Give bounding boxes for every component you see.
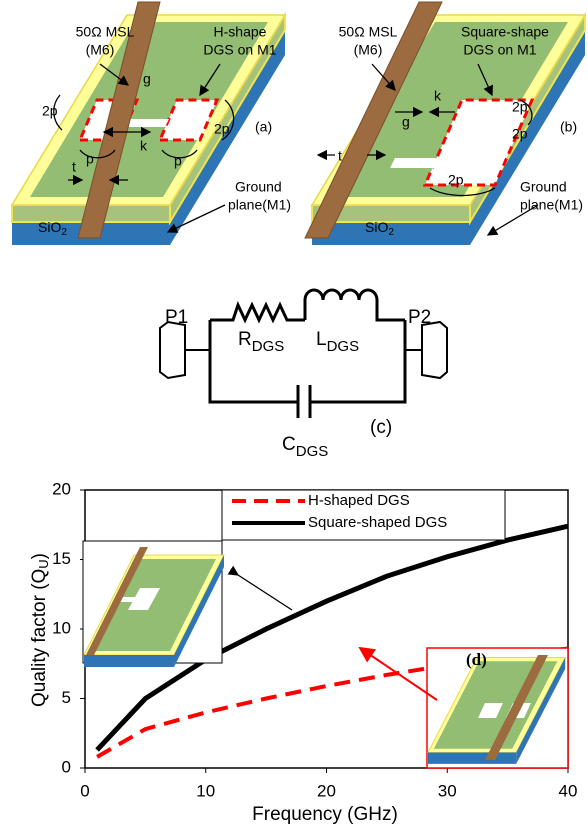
msl-label: 50Ω MSL: [339, 24, 398, 40]
circuit: [160, 290, 447, 418]
y-tick-label: 10: [52, 618, 71, 637]
two-p-label: 2p: [512, 126, 528, 142]
dgs-label: Square-shape: [461, 24, 549, 40]
panel-label: (a): [255, 119, 272, 135]
capacitor-sub: DGS: [296, 443, 329, 460]
dgs-layer: DGS on M1: [463, 42, 536, 58]
x-tick-label: 10: [196, 781, 215, 800]
legend: H-shaped DGS Square-shaped DGS: [222, 490, 505, 540]
inductor-text: L: [316, 329, 327, 350]
y-tick-label: 0: [62, 757, 71, 776]
msl-layer: (M6): [354, 42, 383, 58]
resistor-text: R: [238, 329, 252, 350]
gap-label: g: [402, 114, 410, 130]
p-label: p: [174, 153, 182, 169]
ground-label: Ground: [235, 179, 282, 195]
two-p-label: 2p: [512, 99, 528, 115]
t-label: t: [338, 148, 342, 164]
two-p-label: 2p: [448, 172, 464, 188]
inset-square: [83, 541, 292, 667]
y-tick-label: 15: [52, 549, 71, 568]
y-axis-label-tail: ): [29, 553, 50, 559]
y-tick-label: 20: [52, 479, 71, 498]
legend-label: Square-shaped DGS: [308, 514, 447, 531]
x-axis-label: Frequency (GHz): [252, 804, 398, 825]
two-p-label: 2p: [42, 103, 58, 119]
gap-label: g: [143, 71, 151, 87]
x-tick-label: 20: [317, 781, 336, 800]
inset-h: [360, 648, 568, 768]
panel-label: (b): [560, 119, 577, 135]
substrate-sub: 2: [61, 227, 67, 238]
capacitor-text: C: [282, 434, 296, 455]
ground-layer: plane(M1): [228, 197, 291, 213]
panel-label: (c): [370, 417, 392, 438]
legend-label: H-shaped DGS: [308, 492, 410, 509]
k-label: k: [140, 138, 148, 154]
dgs-layer: DGS on M1: [203, 42, 276, 58]
x-tick-label: 0: [80, 781, 89, 800]
ground-label: Ground: [520, 179, 567, 195]
y-axis-label-sub: U: [36, 559, 51, 568]
inductor-label: LDGS: [316, 329, 359, 355]
port-label: P2: [408, 307, 431, 328]
figure: 50Ω MSL (M6) H-shape DGS on M1 g 2p 2p (…: [0, 0, 588, 829]
p-label: p: [86, 151, 94, 167]
resistor-sub: DGS: [252, 338, 285, 355]
substrate-sub: 2: [388, 227, 394, 238]
x-tick-label: 30: [438, 781, 457, 800]
two-p-label: 2p: [214, 121, 230, 137]
capacitor-label: CDGS: [282, 434, 328, 460]
msl-layer: (M6): [86, 42, 115, 58]
ground-layer: plane(M1): [520, 197, 583, 213]
port-label: P1: [165, 307, 188, 328]
inductor-sub: DGS: [327, 338, 360, 355]
x-tick-label: 40: [559, 781, 578, 800]
dgs-label: H-shape: [214, 24, 267, 40]
msl-label: 50Ω MSL: [76, 24, 135, 40]
y-axis-label-text: Quality factor (Q: [29, 569, 50, 707]
annotation: (d): [466, 650, 487, 669]
y-tick-label: 5: [62, 688, 71, 707]
substrate-text: SiO: [38, 219, 61, 235]
substrate-text: SiO: [365, 219, 388, 235]
y-axis-label: Quality factor (QU): [29, 553, 51, 707]
resistor-label: RDGS: [238, 329, 284, 355]
k-label: k: [434, 88, 442, 104]
t-label: t: [72, 159, 76, 175]
